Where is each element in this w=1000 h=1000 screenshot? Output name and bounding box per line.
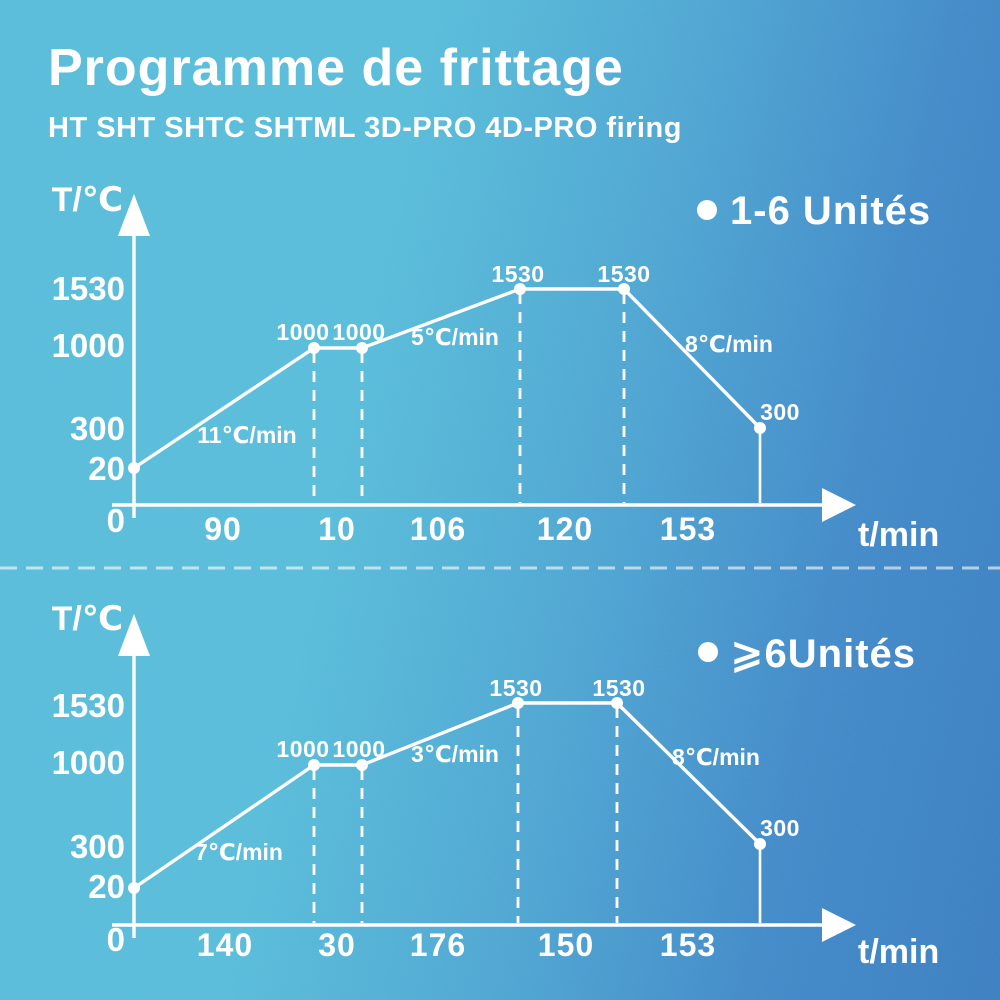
bottom-point-300 [754,838,766,850]
bottom-xseg-153: 153 [660,927,716,963]
bottom-ytick-1000: 1000 [52,744,125,781]
bottom-ptlabel-1530a: 1530 [489,675,542,701]
top-point-300 [754,422,766,434]
bottom-ytick-1530: 1530 [52,687,125,724]
top-ytick-1530: 1530 [52,270,125,307]
bottom-rate-heat2: 3℃/min [411,741,499,767]
top-x-axis-label: t/min [858,516,939,554]
bottom-ytick-20: 20 [88,868,125,905]
bottom-xseg-176: 176 [410,927,466,963]
bottom-xseg-150: 150 [538,927,594,963]
top-y-axis-label: T/℃ [52,181,123,219]
top-xseg-153: 153 [660,511,716,547]
bottom-point-start [128,882,140,894]
bottom-ytick-0: 0 [107,921,125,958]
top-ytick-1000: 1000 [52,327,125,364]
top-point-1530b [618,283,630,295]
top-rate-heat1: 11℃/min [197,422,296,448]
bottom-point-1000b [356,759,368,771]
bottom-ptlabel-1530b: 1530 [592,675,645,701]
top-legend-bullet-icon [697,200,717,220]
page-subtitle: HT SHT SHTC SHTML 3D-PRO 4D-PRO firing [48,112,682,144]
bottom-point-1530b [611,697,623,709]
top-ptlabel-1000b: 1000 [332,319,385,345]
top-ptlabel-1000a: 1000 [276,319,329,345]
top-ytick-0: 0 [107,502,125,539]
bottom-xseg-30: 30 [318,927,356,963]
bottom-rate-heat1: 7℃/min [195,839,283,865]
top-rate-cool: 8℃/min [685,331,773,357]
bottom-temperature-curve [132,701,762,890]
top-xseg-10: 10 [318,511,356,547]
top-rate-heat2: 5℃/min [411,324,499,350]
top-point-1000b [356,342,368,354]
top-ptlabel-1530a: 1530 [491,261,544,287]
top-temperature-curve [132,287,762,470]
top-legend-label: 1-6 Unités [730,189,931,233]
top-ytick-300: 300 [70,410,125,447]
top-xseg-90: 90 [204,511,242,547]
bottom-xseg-140: 140 [197,927,253,963]
top-ytick-20: 20 [88,450,125,487]
top-xseg-120: 120 [537,511,593,547]
top-point-1000a [308,342,320,354]
bottom-ptlabel-300: 300 [760,815,800,841]
top-ptlabel-300: 300 [760,399,800,425]
bottom-point-1000a [308,759,320,771]
bottom-ytick-300: 300 [70,828,125,865]
bottom-ptlabel-1000b: 1000 [332,736,385,762]
top-point-start [128,462,140,474]
top-xseg-106: 106 [410,511,466,547]
bottom-point-1530a [512,697,524,709]
chart-top: T/℃ t/min 1530 1000 300 20 0 90 10 106 1… [52,181,940,554]
bottom-y-axis-label: T/℃ [52,600,123,638]
bottom-y-axis-arrow-icon [118,614,150,656]
bottom-x-axis-arrow-icon [822,908,856,942]
top-y-axis-arrow-icon [118,194,150,236]
bottom-ptlabel-1000a: 1000 [276,736,329,762]
top-x-axis-arrow-icon [822,488,856,522]
bottom-rate-cool: 8℃/min [672,744,760,770]
top-point-1530a [514,283,526,295]
chart-bottom: T/℃ t/min 1530 1000 300 20 0 140 30 176 … [52,600,940,971]
page-title: Programme de frittage [48,39,624,97]
bottom-x-axis-label: t/min [858,933,939,971]
bottom-legend-label: ⩾6Unités [730,632,916,676]
top-ptlabel-1530b: 1530 [597,261,650,287]
bottom-legend-bullet-icon [698,642,718,662]
